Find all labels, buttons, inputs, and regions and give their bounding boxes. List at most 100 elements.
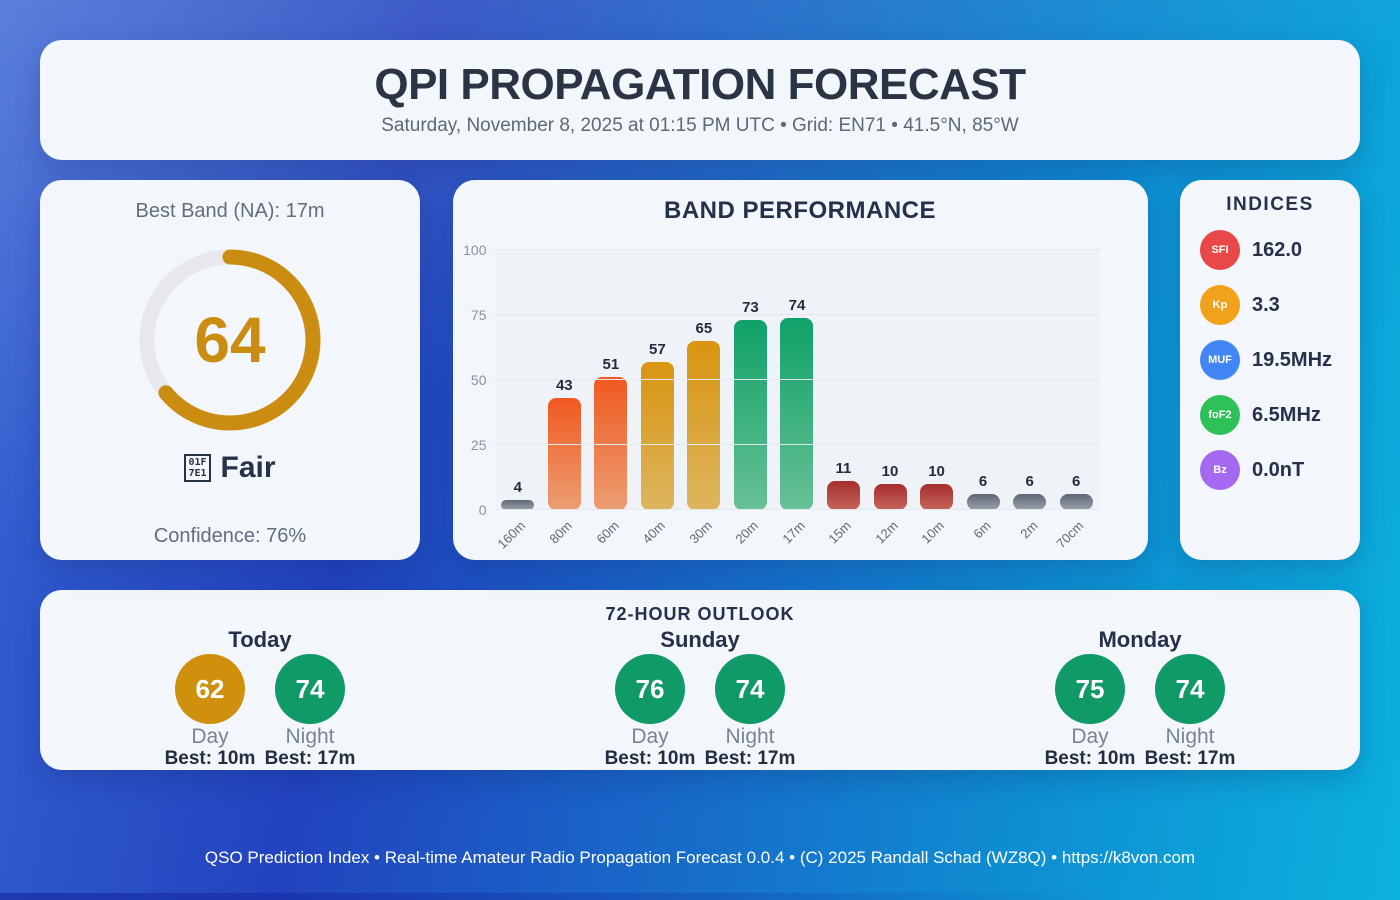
bar-40m — [640, 361, 674, 510]
index-value-MUF: 19.5MHz — [1252, 348, 1333, 371]
night-score-circle: 74 — [1155, 654, 1225, 724]
chart-title: BAND PERFORMANCE — [664, 197, 936, 224]
night-score-circle: 74 — [715, 654, 785, 724]
day-best-band: Best: 10m — [604, 748, 696, 769]
best-band-label: Best Band (NA): 17m — [135, 200, 325, 222]
bar-60m — [594, 377, 628, 510]
bar-70cm — [1059, 494, 1093, 510]
bar-value-label: 51 — [602, 356, 620, 374]
day-best-band: Best: 10m — [164, 748, 256, 769]
day-name: Sunday — [660, 627, 740, 652]
gauge-ring — [139, 249, 321, 431]
gauge-arc — [139, 249, 321, 431]
x-label-slot: 6m — [960, 510, 1007, 554]
bar-slot: 6 — [1006, 473, 1053, 510]
x-axis-label: 60m — [592, 518, 622, 547]
y-axis-tick: 50 — [470, 372, 487, 388]
night-label: Night — [725, 725, 775, 748]
day-night-pair: 76 Day Best: 10m 74 Night Best: 17m — [480, 654, 920, 769]
night-best-band: Best: 17m — [1144, 748, 1236, 769]
x-axis-label: 80m — [546, 518, 575, 547]
bar-slot: 73 — [727, 299, 774, 510]
bar-30m — [687, 341, 721, 510]
band-performance-card: BAND PERFORMANCE 4 43 51 57 65 73 74 11 10 10 6 6 6 … — [452, 180, 1148, 560]
x-label-slot: 70cm — [1053, 510, 1100, 554]
footer-text: QSO Prediction Index • Real-time Amateur… — [204, 848, 1196, 867]
bar-value-label: 10 — [881, 463, 899, 480]
yellow-circle-emoji-tofu-icon: 01F 7E1 — [184, 454, 211, 482]
day-night-pair: 62 Day Best: 10m 74 Night Best: 17m — [40, 654, 480, 769]
bar-slot: 10 — [913, 463, 960, 510]
gridline — [494, 509, 1100, 510]
day-score-circle: 75 — [1055, 654, 1125, 724]
night-score-circle: 74 — [275, 654, 345, 724]
day-score-circle: 76 — [615, 654, 685, 724]
day-name: Monday — [1098, 627, 1182, 652]
bar-value-label: 6 — [978, 473, 988, 491]
night-forecast: 74 Night Best: 17m — [700, 654, 800, 769]
page-subtitle: Saturday, November 8, 2025 at 01:15 PM U… — [381, 115, 1019, 136]
x-axis-label: 17m — [779, 518, 808, 547]
x-label-slot: 12m — [867, 510, 914, 554]
chart-plot-wrap: 4 43 51 57 65 73 74 11 10 10 6 6 6 0 25 50 75 100 160m 80… — [463, 242, 1100, 554]
bar-80m — [547, 398, 581, 510]
day-forecast: 76 Day Best: 10m — [600, 654, 700, 769]
bar-160m — [501, 499, 535, 510]
x-axis-label: 2m — [1016, 518, 1041, 542]
night-label: Night — [285, 725, 335, 748]
x-label-slot: 160m — [495, 510, 542, 554]
bar-17m — [780, 317, 814, 510]
bar-2m — [1013, 494, 1047, 510]
outlook-day-sunday: Sunday 76 Day Best: 10m 74 Night Best: 17m — [480, 627, 920, 770]
day-night-pair: 75 Day Best: 10m 74 Night Best: 17m — [920, 654, 1360, 769]
x-axis-label: 30m — [686, 518, 715, 547]
index-badge-Bz: Bz — [1200, 450, 1240, 490]
bar-slot: 43 — [541, 377, 588, 510]
index-badge-Kp: Kp — [1200, 285, 1240, 325]
status-line: 01F 7E1 Fair — [40, 451, 420, 485]
y-axis-tick: 100 — [463, 242, 487, 258]
day-name: Today — [228, 627, 292, 652]
confidence-label: Confidence: 76% — [153, 525, 307, 547]
index-item-Kp: Kp 3.3 — [1180, 285, 1360, 325]
y-axis-tick: 25 — [470, 437, 487, 453]
x-axis-label: 10m — [918, 518, 948, 547]
index-value-Bz: 0.0nT — [1252, 458, 1305, 481]
bar-slot: 74 — [774, 297, 821, 510]
x-label-slot: 30m — [681, 510, 728, 554]
indices-card: INDICES SFI 162.0 Kp 3.3 MUF 19.5MHz foF2 6.5MH… — [1180, 180, 1360, 560]
index-value-foF2: 6.5MHz — [1252, 403, 1321, 426]
x-label-slot: 60m — [588, 510, 635, 554]
gridline — [494, 314, 1100, 315]
indices-list: SFI 162.0 Kp 3.3 MUF 19.5MHz foF2 6.5MHz Bz 0.0nT — [1180, 230, 1360, 490]
gauge-value: 64 — [194, 304, 266, 376]
day-label: Day — [1071, 725, 1109, 748]
x-label-slot: 2m — [1006, 510, 1053, 554]
day-label: Day — [191, 725, 229, 748]
bar-value-label: 11 — [835, 460, 852, 478]
x-axis-label: 12m — [872, 518, 901, 547]
x-axis-label: 6m — [970, 518, 994, 542]
gridline — [494, 379, 1100, 380]
main-row: Best Band (NA): 17m 64 01F 7E1 Fair Conf… — [40, 180, 1360, 560]
bar-12m — [873, 484, 907, 510]
summary-card: Best Band (NA): 17m 64 01F 7E1 Fair Conf… — [40, 180, 420, 560]
x-axis-label: 20m — [732, 518, 762, 547]
night-best-band: Best: 17m — [704, 748, 796, 769]
day-label: Day — [631, 725, 669, 748]
bar-value-label: 6 — [1071, 473, 1081, 491]
x-label-slot: 40m — [634, 510, 681, 554]
gridline — [494, 444, 1100, 445]
bar-slot: 57 — [634, 341, 681, 510]
index-value-Kp: 3.3 — [1252, 293, 1280, 316]
bar-slot: 65 — [681, 320, 728, 510]
outlook-days: Today 62 Day Best: 10m 74 Night Best: 17m Sunda… — [40, 627, 1360, 770]
qpi-gauge: 64 — [135, 245, 325, 435]
bar-value-label: 65 — [695, 320, 713, 337]
index-item-MUF: MUF 19.5MHz — [1180, 340, 1360, 380]
index-item-Bz: Bz 0.0nT — [1180, 450, 1360, 490]
x-axis-label: 15m — [825, 518, 855, 547]
bar-slot: 11 — [820, 460, 867, 510]
index-value-SFI: 162.0 — [1252, 238, 1303, 261]
